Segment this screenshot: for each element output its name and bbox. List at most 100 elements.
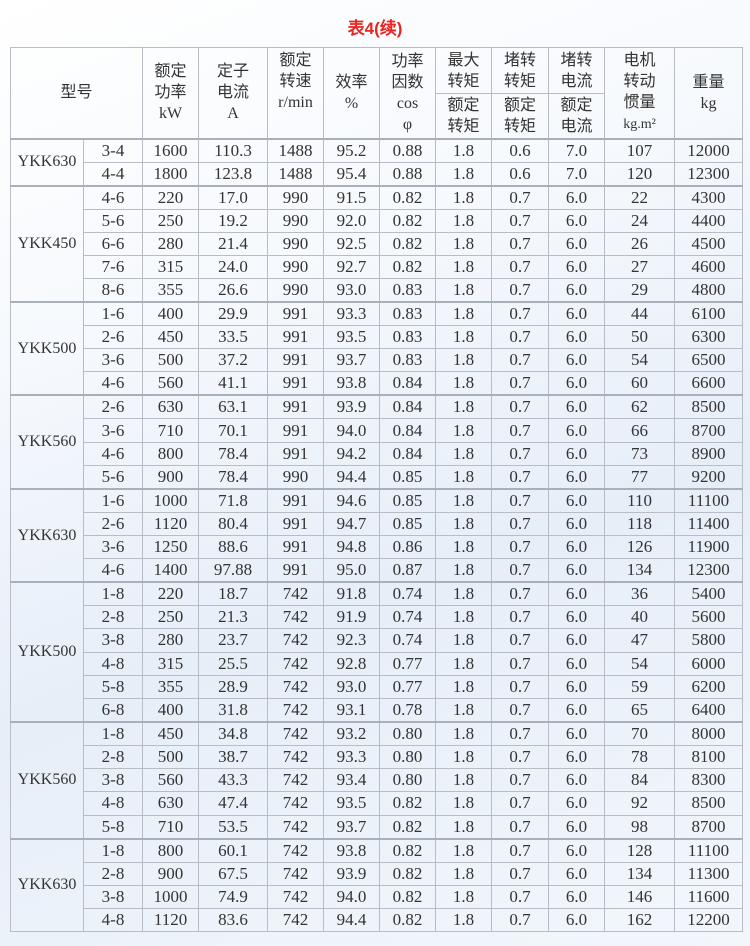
table-cell: 1600: [142, 137, 200, 163]
table-row: 4-8 315 25.5 742 92.8 0.77 1.8 0.7 6.0 54 6000: [11, 651, 744, 676]
table-cell: 95.4: [323, 161, 381, 186]
table-cell: 8000: [674, 720, 744, 746]
table-cell: 93.3: [323, 744, 381, 770]
table-cell: 93.1: [323, 697, 381, 723]
table-cell: 6.0: [548, 744, 606, 770]
table-cell: 123.8: [198, 161, 269, 186]
table-cell: 1.8: [435, 534, 493, 560]
table-cell: 12300: [674, 558, 744, 583]
table-cell: 88.6: [198, 534, 269, 560]
table-cell: 93.4: [323, 768, 381, 793]
table-cell: 0.7: [491, 720, 550, 746]
table-cell: 1.8: [435, 208, 493, 233]
table-cell: 93.8: [323, 837, 381, 863]
table-cell: 0.7: [491, 581, 550, 607]
table-cell: 11100: [674, 487, 744, 513]
table-cell: 0.7: [491, 231, 550, 256]
table-cell: 93.5: [323, 325, 381, 350]
table-cell: 742: [267, 907, 325, 933]
table-cell: 0.7: [491, 861, 550, 886]
table-cell: 1.8: [435, 628, 493, 653]
table-cell: 6300: [674, 325, 744, 350]
table-cell: 0.82: [379, 837, 437, 863]
table-cell: 1.8: [435, 278, 493, 303]
table-cell: 990: [267, 231, 325, 256]
model-cell: YKK450: [10, 184, 84, 303]
table-cell: 0.7: [491, 768, 550, 793]
table-row: YKK560 2-6 630 63.1 991 93.9 0.84 1.8 0.7 6.0 62 85…: [10, 394, 744, 490]
table-cell: 95.2: [323, 137, 381, 163]
table-cell: 1000: [142, 884, 200, 909]
table-cell: 1-8: [82, 720, 144, 746]
table-cell: 0.74: [379, 628, 437, 653]
model-cell: YKK500: [10, 301, 84, 396]
table-cell: 62: [604, 394, 676, 420]
table-cell: 134: [604, 558, 676, 583]
table-cell: 1.8: [435, 837, 493, 863]
table-cell: 11400: [674, 511, 744, 537]
table-cell: 6.0: [548, 348, 606, 373]
table-cell: 54: [604, 348, 676, 373]
table-cell: 991: [267, 348, 325, 373]
table-cell: 134: [604, 861, 676, 886]
model-cell: YKK560: [10, 720, 84, 839]
table-cell: 93.9: [323, 861, 381, 886]
table-cell: 991: [267, 418, 325, 443]
table-cell: 0.7: [491, 697, 550, 723]
table-cell: 5-8: [82, 674, 144, 699]
table-cell: 1-8: [82, 581, 144, 607]
table-row: 3-6 1250 88.6 991 94.8 0.86 1.8 0.7 6.0 126 11900: [11, 534, 744, 560]
table-cell: 0.7: [491, 487, 550, 513]
table-row: YKK630 1-8 800 60.1 742 93.8 0.82 1.8 0.7 6.0 128 1…: [10, 837, 744, 933]
table-cell: 0.6: [491, 161, 550, 186]
table-cell: 3-6: [82, 418, 144, 443]
table-cell: 0.7: [491, 394, 550, 420]
table-cell: 29: [604, 278, 676, 303]
table-cell: 4-6: [82, 371, 144, 396]
table-cell: 3-6: [82, 348, 144, 373]
table-cell: 4600: [674, 254, 744, 280]
table-cell: 0.7: [491, 184, 550, 210]
table-cell: 9200: [674, 464, 744, 490]
table-cell: 0.7: [491, 418, 550, 443]
table-row: 4-6 800 78.4 991 94.2 0.84 1.8 0.7 6.0 73 8900: [11, 441, 744, 466]
table-cell: 1.8: [435, 184, 493, 210]
table-cell: 94.6: [323, 487, 381, 513]
table-cell: 742: [267, 697, 325, 723]
table-cell: 710: [142, 814, 200, 839]
table-cell: 37.2: [198, 348, 269, 373]
table-cell: 70: [604, 720, 676, 746]
table-cell: 91.9: [323, 605, 381, 630]
table-cell: 0.86: [379, 534, 437, 560]
table-cell: 900: [142, 861, 200, 886]
header-locked-current: 堵转 电流: [548, 47, 606, 94]
table-cell: 84: [604, 768, 676, 793]
table-cell: 6.0: [548, 837, 606, 863]
table-cell: 0.80: [379, 744, 437, 770]
table-cell: 0.83: [379, 348, 437, 373]
table-row: 5-6 250 19.2 990 92.0 0.82 1.8 0.7 6.0 24 4400: [11, 208, 744, 233]
table-cell: 4-6: [82, 184, 144, 210]
table-row: YKK500 1-8 220 18.7 742 91.8 0.74 1.8 0.7 6.0 36 54…: [10, 581, 744, 723]
table-cell: 94.2: [323, 441, 381, 466]
table-cell: 6500: [674, 348, 744, 373]
table-cell: 0.7: [491, 651, 550, 676]
table-cell: 6.0: [548, 884, 606, 909]
table-cell: 630: [142, 394, 200, 420]
table-cell: 11600: [674, 884, 744, 909]
table-cell: 0.74: [379, 581, 437, 607]
table-cell: 6.0: [548, 534, 606, 560]
table-cell: 3-8: [82, 768, 144, 793]
table-cell: 94.8: [323, 534, 381, 560]
table-cell: 2-6: [82, 394, 144, 420]
table-cell: 24.0: [198, 254, 269, 280]
table-cell: 1488: [267, 161, 325, 186]
table-cell: 8700: [674, 814, 744, 839]
table-cell: 1.8: [435, 348, 493, 373]
table-cell: 34.8: [198, 720, 269, 746]
table-cell: 50: [604, 325, 676, 350]
table-cell: 742: [267, 884, 325, 909]
table-cell: 0.83: [379, 325, 437, 350]
table-cell: 107: [604, 137, 676, 163]
header-weight: 重量 kg: [674, 47, 744, 139]
